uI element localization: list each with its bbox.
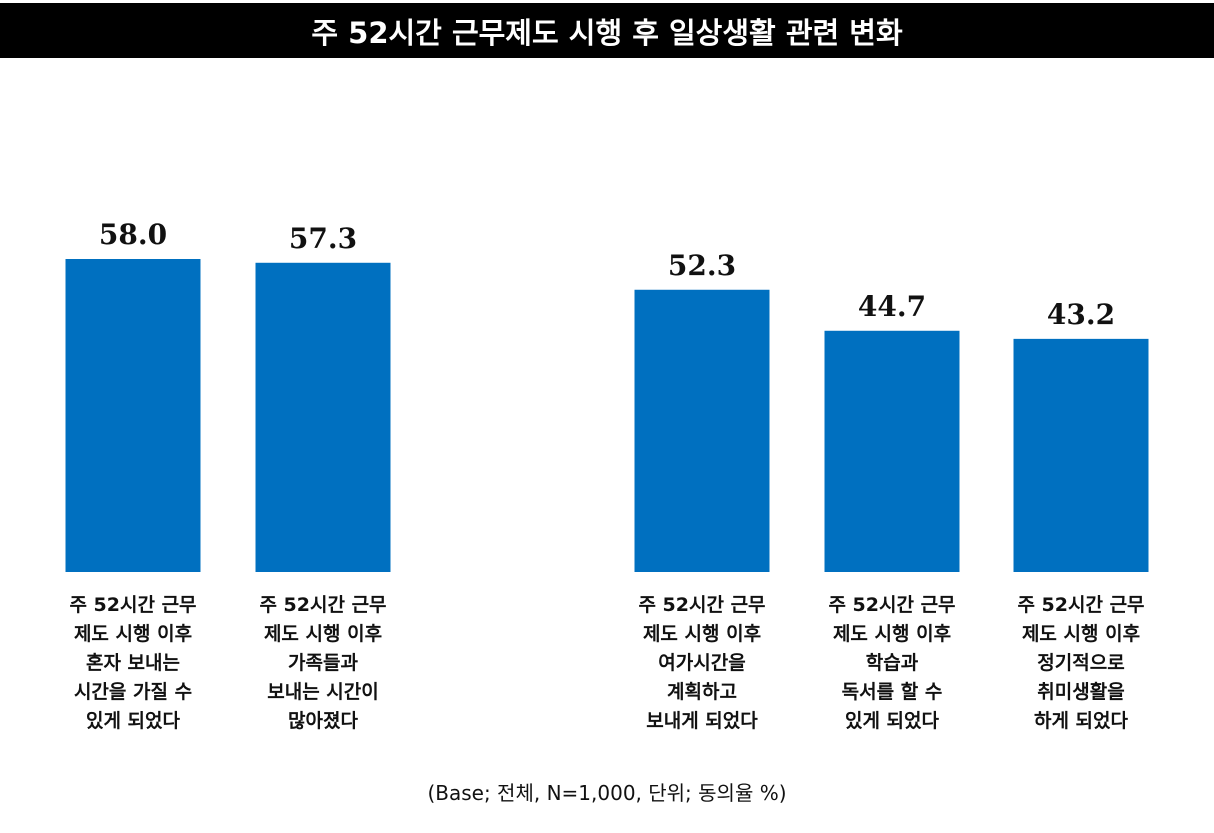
category-label-line: 정기적으로: [1037, 652, 1125, 674]
category-label-line: 제도 시행 이후: [73, 623, 193, 645]
category-label-line: 계획하고: [667, 681, 737, 703]
bar-2: [255, 262, 391, 572]
footnote: (Base; 전체, N=1,000, 단위; 동의율 %): [427, 781, 787, 805]
data-label-1: 58.0: [99, 218, 167, 251]
category-label-line: 주 52시간 근무: [259, 594, 387, 616]
category-label-line: 있게 되었다: [844, 710, 939, 732]
category-label-line: 제도 시행 이후: [642, 623, 762, 645]
category-label-line: 보내는 시간이: [267, 681, 379, 703]
category-label-line: 혼자 보내는: [85, 652, 180, 674]
category-label-line: 독서를 할 수: [841, 681, 943, 703]
bar-4: [824, 330, 960, 572]
category-label-line: 여가시간을: [658, 652, 746, 674]
category-label-line: 취미생활을: [1037, 681, 1125, 703]
category-label-line: 있게 되었다: [85, 710, 180, 732]
category-label-line: 보내게 되었다: [646, 710, 758, 732]
category-label-line: 학습과: [865, 652, 919, 674]
category-label-line: 주 52시간 근무: [638, 594, 766, 616]
category-label-line: 제도 시행 이후: [263, 623, 383, 645]
data-label-4: 44.7: [858, 290, 926, 323]
category-label-line: 하게 되었다: [1033, 710, 1128, 732]
category-label-line: 주 52시간 근무: [69, 594, 197, 616]
category-label-line: 가족들과: [288, 652, 358, 674]
bar-5: [1013, 338, 1149, 572]
data-label-3: 52.3: [668, 249, 736, 282]
category-label-line: 많아졌다: [288, 710, 358, 732]
bar-3: [634, 289, 770, 572]
data-label-5: 43.2: [1047, 298, 1115, 331]
category-label-line: 주 52시간 근무: [828, 594, 956, 616]
chart-title: 주 52시간 근무제도 시행 후 일상생활 관련 변화: [0, 3, 1214, 58]
category-label-line: 제도 시행 이후: [832, 623, 952, 645]
bar-1: [65, 259, 201, 572]
category-label-line: 시간을 가질 수: [73, 681, 193, 703]
category-label-line: 제도 시행 이후: [1021, 623, 1141, 645]
data-label-2: 57.3: [289, 222, 357, 255]
category-label-line: 주 52시간 근무: [1017, 594, 1145, 616]
